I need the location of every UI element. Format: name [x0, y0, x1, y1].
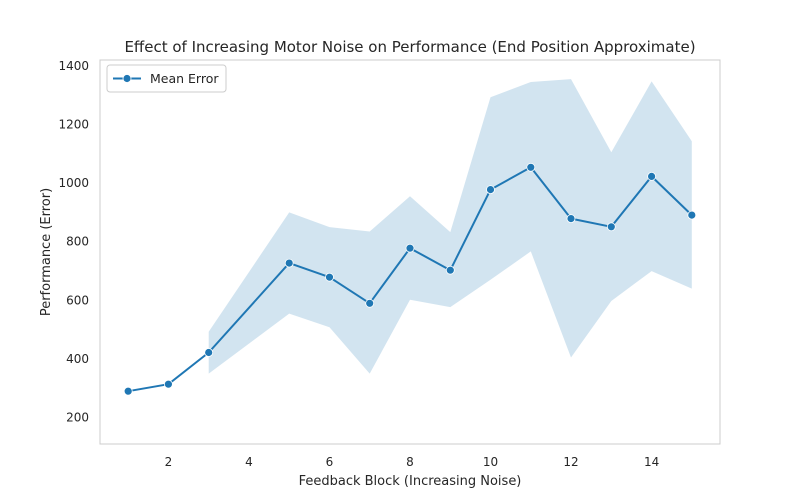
y-tick-label: 1200 — [58, 118, 89, 132]
data-point — [123, 386, 133, 396]
error-band-layer — [208, 79, 692, 374]
y-tick-label: 200 — [66, 411, 89, 425]
x-tick-label: 10 — [483, 455, 498, 469]
y-tick-label: 800 — [66, 235, 89, 249]
data-point — [566, 214, 576, 224]
x-tick-label: 6 — [326, 455, 334, 469]
data-point — [647, 171, 656, 181]
legend-entry-mean-error: Mean Error — [150, 71, 219, 86]
chart-title: Effect of Increasing Motor Noise on Perf… — [124, 38, 695, 56]
legend-box — [106, 64, 227, 93]
data-point — [405, 243, 415, 253]
data-point — [486, 185, 495, 195]
data-point — [325, 272, 334, 282]
x-ticks: 2 4 6 8 10 12 14 — [165, 455, 660, 469]
error-band — [208, 79, 692, 374]
legend-marker-swatch — [122, 74, 132, 83]
x-tick-label: 4 — [245, 455, 253, 469]
series-line-mean-error — [128, 166, 693, 393]
data-point — [204, 348, 214, 357]
x-axis-label: Feedback Block (Increasing Noise) — [299, 474, 522, 489]
series-line-layer — [128, 166, 693, 393]
data-point — [284, 258, 294, 268]
data-point — [687, 210, 697, 220]
data-points-layer — [123, 162, 697, 396]
y-ticks: 200 400 600 800 1000 1200 1400 — [58, 59, 89, 425]
data-point — [445, 265, 455, 275]
y-tick-label: 600 — [66, 293, 89, 307]
x-tick-label: 14 — [644, 455, 659, 469]
legend: Mean Error — [106, 64, 227, 93]
data-point — [163, 379, 173, 389]
x-tick-label: 2 — [165, 455, 173, 469]
data-point — [526, 162, 536, 172]
x-tick-label: 12 — [563, 455, 578, 469]
y-axis-label: Performance (Error) — [39, 188, 54, 316]
y-tick-label: 1000 — [58, 176, 89, 190]
y-tick-label: 400 — [66, 352, 89, 366]
y-tick-label: 1400 — [58, 59, 89, 73]
data-point — [365, 298, 375, 308]
x-tick-label: 8 — [406, 455, 414, 469]
data-point — [606, 222, 616, 232]
